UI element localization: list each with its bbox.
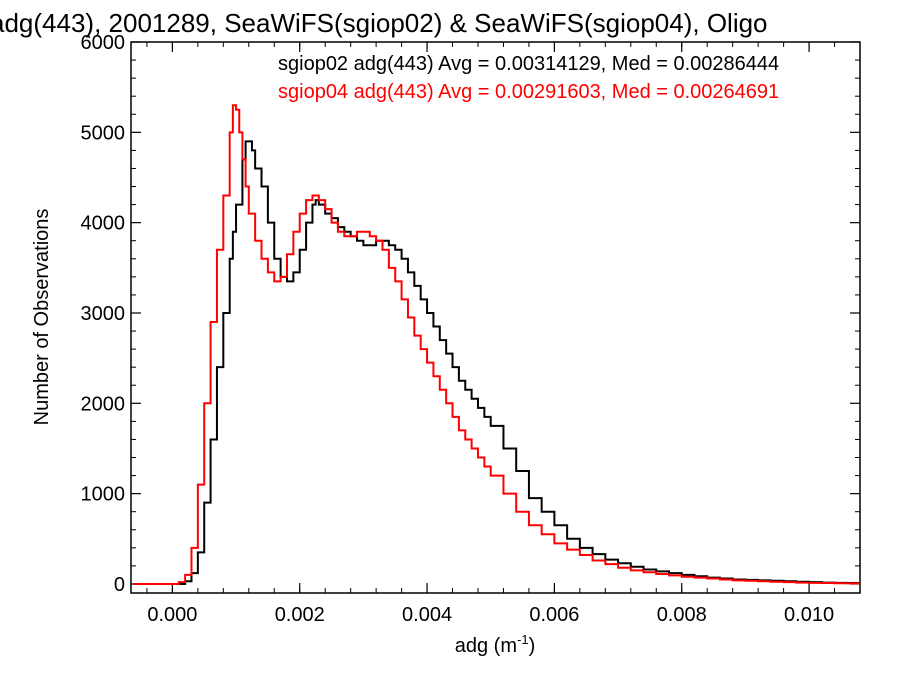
y-tick-label: 4000	[81, 213, 126, 235]
x-tick-label: 0.010	[784, 604, 834, 626]
x-tick-label: 0.006	[529, 604, 579, 626]
y-axis-label: Number of Observations	[31, 209, 53, 426]
y-tick-label: 6000	[81, 32, 126, 54]
series-line-sgiop04	[134, 104, 860, 585]
y-tick-label: 5000	[81, 122, 126, 144]
x-tick-label: 0.004	[402, 604, 452, 626]
legend-entry-sgiop02: sgiop02 adg(443) Avg = 0.00314129, Med =…	[278, 53, 779, 75]
legend-entry-sgiop04: sgiop04 adg(443) Avg = 0.00291603, Med =…	[278, 81, 779, 103]
y-tick-label: 0	[114, 574, 125, 596]
x-tick-label: 0.002	[275, 604, 325, 626]
series-line-sgiop02	[134, 140, 860, 585]
chart-title: adg(443), 2001289, SeaWiFS(sgiop02) & Se…	[0, 8, 768, 38]
y-tick-label: 2000	[81, 393, 126, 415]
x-axis: 0.000 0.002 0.004 0.006 0.008 0.010	[146, 42, 861, 626]
plot-frame	[130, 41, 861, 594]
x-axis-label: adg (m-1)	[455, 632, 535, 657]
x-tick-label: 0.008	[657, 604, 707, 626]
y-tick-label: 3000	[81, 303, 126, 325]
y-axis: 0 1000 2000 3000 4000 5000 6000	[81, 32, 860, 596]
x-tick-label: 0.000	[147, 604, 197, 626]
y-tick-label: 1000	[81, 484, 126, 506]
